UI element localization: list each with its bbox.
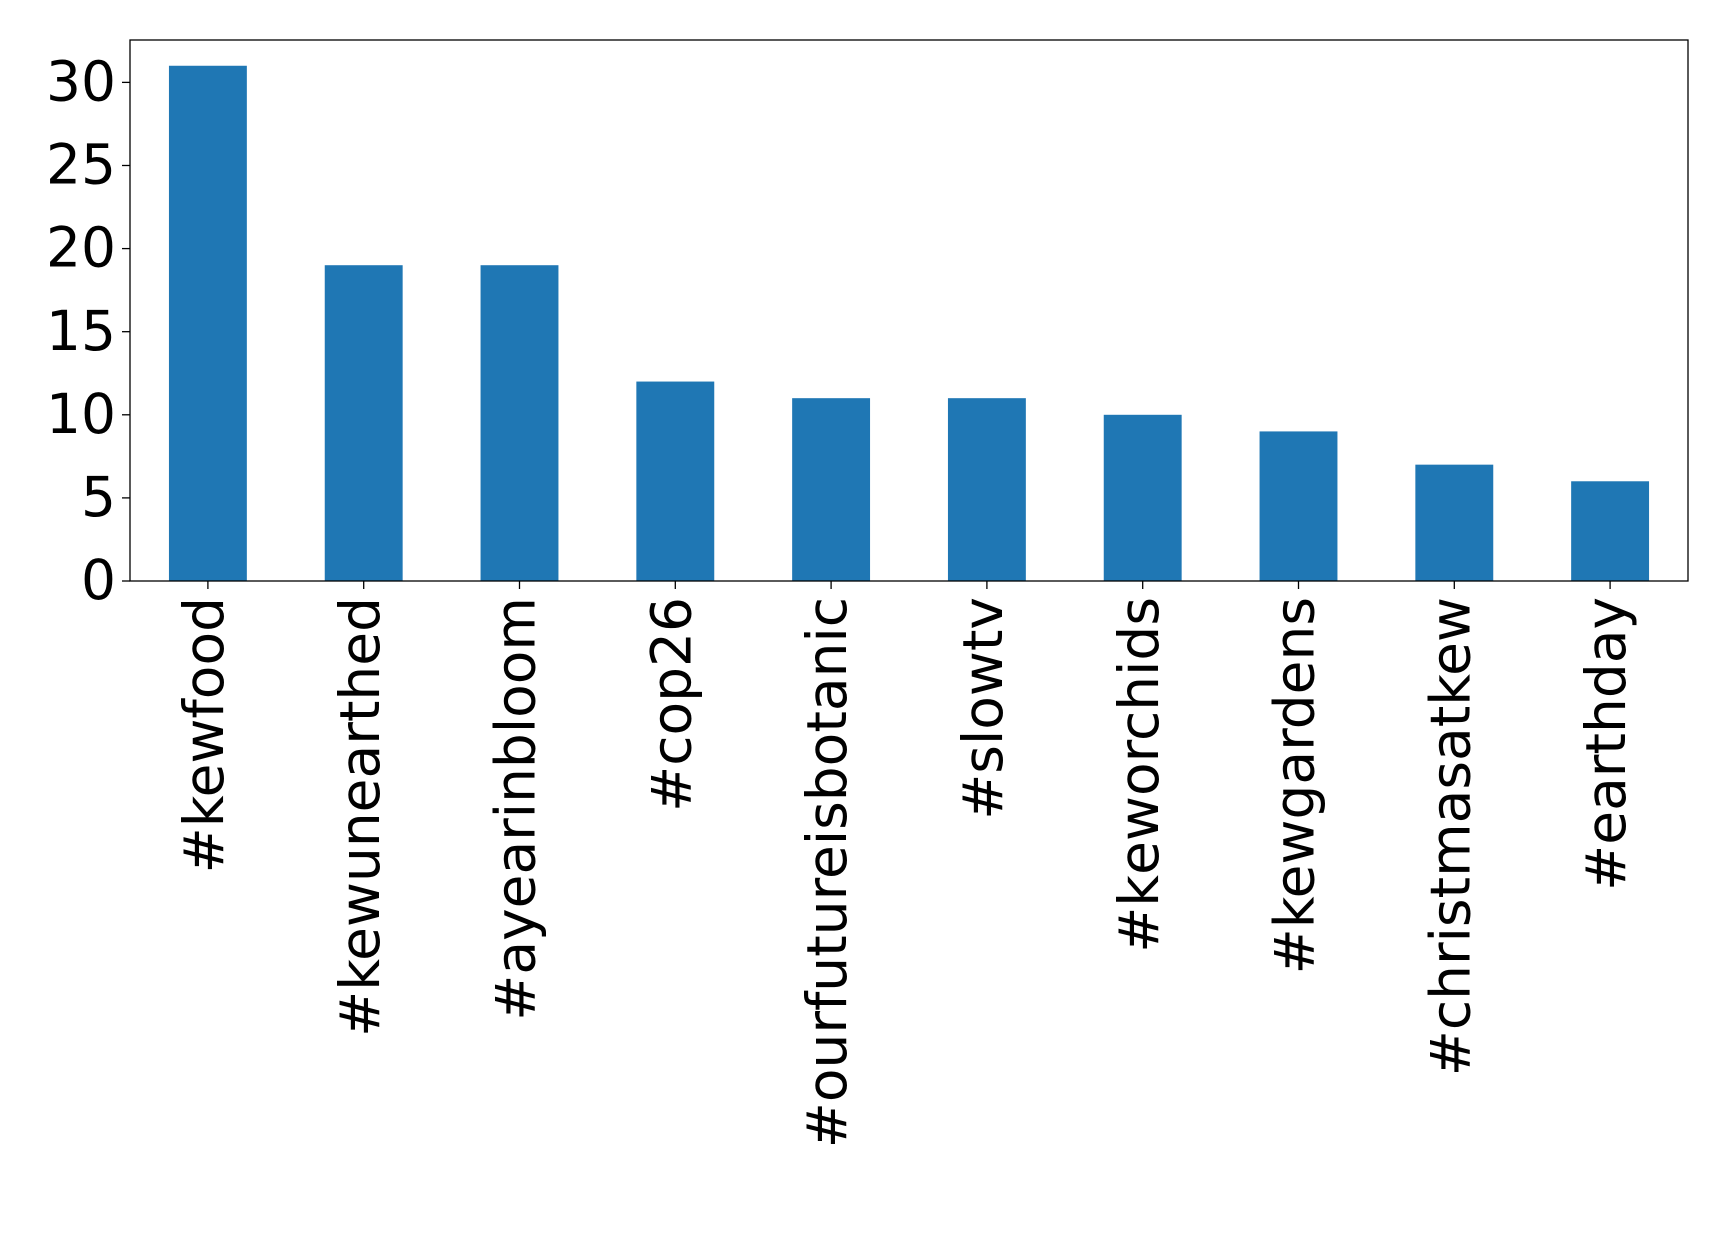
x-tick-label: #kewfood: [172, 597, 236, 873]
bar: [1259, 431, 1338, 581]
x-tick-label: #kеworchids: [1107, 597, 1171, 953]
x-tick-label: #slowtv: [951, 597, 1015, 820]
x-tick-label: #ourfutureisbotanic: [795, 597, 859, 1148]
bar: [636, 381, 715, 581]
bar: [1571, 481, 1650, 581]
y-tick-label: 25: [46, 133, 116, 197]
y-tick-label: 5: [81, 465, 116, 529]
plot-frame: [129, 39, 1689, 582]
bar: [1415, 464, 1494, 581]
y-tick-label: 10: [46, 382, 116, 446]
x-tick-label: #kewunearthed: [328, 597, 392, 1037]
bar: [1103, 414, 1182, 581]
x-tick-label: #ayearinbloom: [484, 597, 548, 1021]
x-tick-label: #christmasatkew: [1418, 597, 1482, 1076]
y-tick-label: 30: [46, 50, 116, 114]
x-tick-label: #kewgardens: [1263, 597, 1327, 974]
bar: [168, 65, 247, 581]
y-tick-label: 15: [46, 299, 116, 363]
bar: [947, 398, 1026, 581]
x-tick-label: #cop26: [639, 597, 703, 812]
bar: [480, 265, 559, 581]
x-tick-label: #earthday: [1574, 597, 1638, 891]
bar: [792, 398, 871, 581]
y-tick-label: 0: [81, 548, 116, 612]
bar: [324, 265, 403, 581]
y-tick-label: 20: [46, 216, 116, 280]
